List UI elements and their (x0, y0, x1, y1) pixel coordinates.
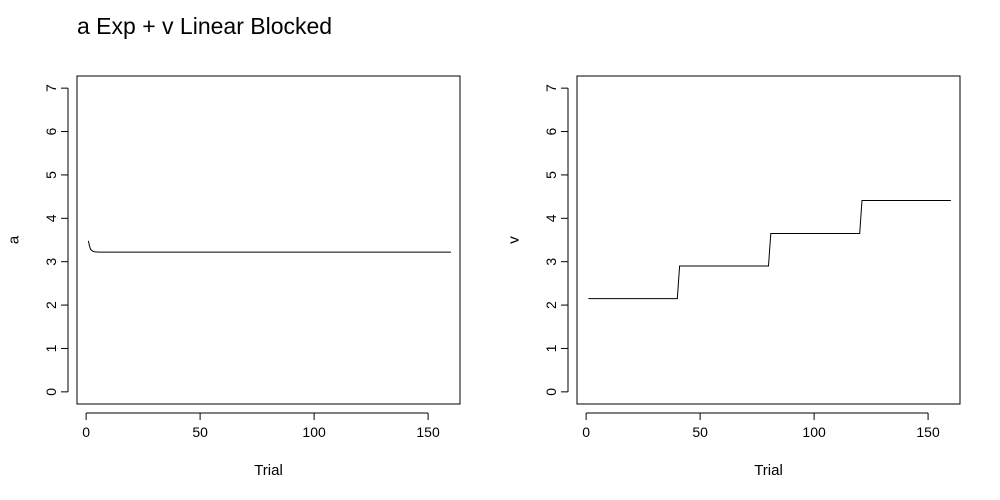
x-tick-label: 100 (302, 424, 326, 440)
y-tick-label: 4 (543, 214, 559, 222)
y-tick-label: 2 (543, 301, 559, 309)
y-tick-label: 3 (43, 258, 59, 266)
x-tick-label: 100 (802, 424, 826, 440)
y-axis-title: v (506, 236, 523, 244)
panel-v: 0 50 100 150 0 1 2 3 4 5 6 7 Trial v (506, 75, 961, 479)
x-tick-label: 150 (416, 424, 440, 440)
plot-frame (76, 75, 461, 405)
plot-frame (576, 75, 961, 405)
x-tick-label: 150 (916, 424, 940, 440)
x-tick-label: 0 (582, 424, 590, 440)
y-tick-label: 2 (43, 301, 59, 309)
y-tick-label: 7 (43, 84, 59, 92)
y-tick-label: 6 (43, 127, 59, 135)
x-axis-title: Trial (254, 462, 283, 479)
y-tick-label: 0 (543, 388, 559, 396)
y-tick-label: 6 (543, 127, 559, 135)
x-tick-label: 50 (692, 424, 708, 440)
y-tick-label: 4 (43, 214, 59, 222)
y-tick-label: 0 (43, 388, 59, 396)
y-tick-label: 7 (543, 84, 559, 92)
y-tick-label: 5 (543, 171, 559, 179)
y-tick-label: 1 (43, 344, 59, 352)
series-line (588, 200, 951, 300)
y-tick-label: 1 (543, 344, 559, 352)
y-axis-title: a (6, 235, 23, 244)
panel-a: 0 50 100 150 0 1 2 3 4 5 6 7 Trial a (6, 75, 461, 479)
x-tick-label: 0 (82, 424, 90, 440)
page-title: a Exp + v Linear Blocked (77, 13, 333, 39)
x-tick-label: 50 (192, 424, 208, 440)
y-tick-label: 3 (543, 258, 559, 266)
x-axis-title: Trial (754, 462, 783, 479)
y-tick-label: 5 (43, 171, 59, 179)
series-line (87, 240, 451, 253)
